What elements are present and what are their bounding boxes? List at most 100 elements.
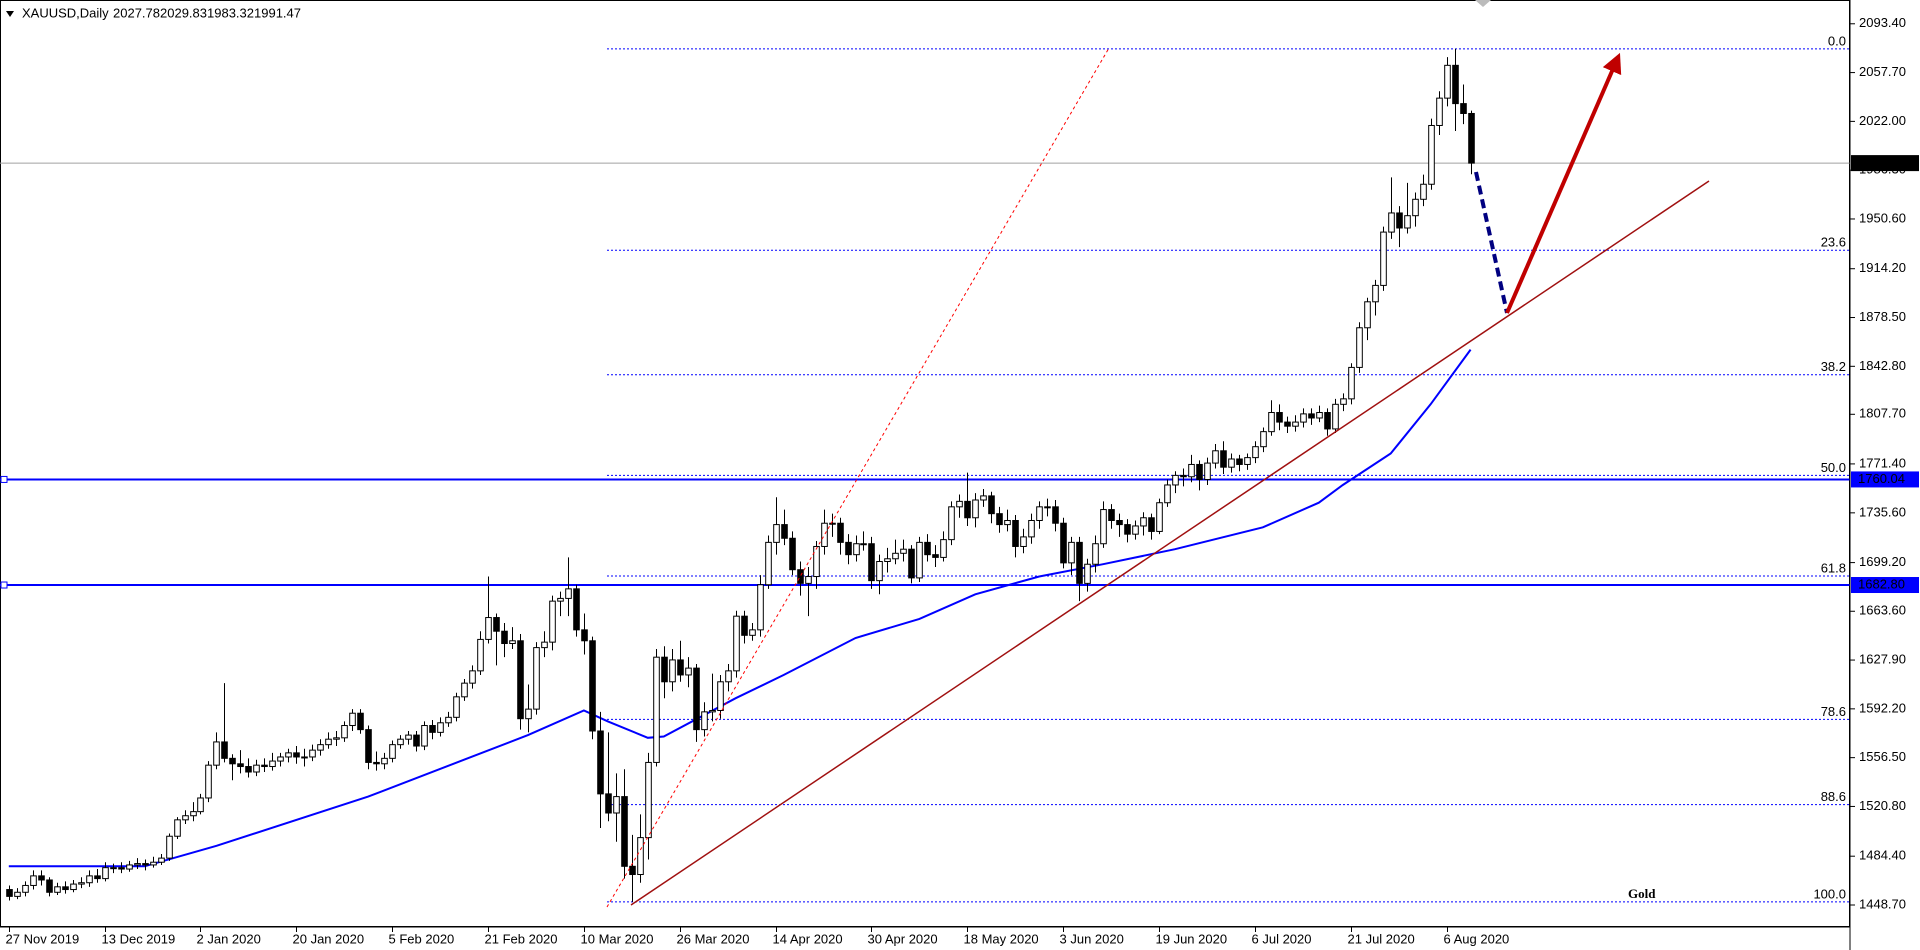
candle-body: [948, 506, 955, 541]
candle-body: [653, 656, 660, 763]
candle-body: [190, 811, 197, 817]
candle-body: [1100, 509, 1107, 545]
y-tick-label: 1663.60: [1859, 603, 1906, 618]
x-tick-label: 26 Mar 2020: [677, 931, 750, 946]
y-tick-label: 1807.70: [1859, 406, 1906, 421]
candle-body: [1124, 524, 1131, 535]
candle-body: [1084, 563, 1091, 584]
candle-body: [541, 641, 548, 649]
candle-body: [1068, 541, 1075, 564]
candle-body: [1388, 212, 1395, 233]
current-price-label: 1991.47: [1858, 155, 1905, 170]
candle-body: [932, 554, 939, 558]
candle-body: [1308, 413, 1315, 419]
candle-body: [908, 548, 915, 579]
candle-body: [14, 891, 21, 897]
candle-body: [1324, 412, 1331, 430]
fib-label: 23.6: [1821, 235, 1846, 250]
candle-body: [445, 716, 452, 724]
candle-body: [437, 722, 444, 733]
candle-body: [1252, 446, 1259, 459]
candle-body: [509, 640, 516, 645]
candle-body: [150, 861, 157, 866]
candle-body: [749, 629, 756, 636]
candle-body: [1244, 457, 1251, 465]
y-tick-label: 2057.70: [1859, 64, 1906, 79]
fib-label: 50.0: [1821, 460, 1846, 475]
candle-body: [1292, 421, 1299, 427]
candle-body: [182, 815, 189, 821]
under-layer: 0.0 23.6 38.2 50.0 61.8 78.6 88.6 100.0: [0, 33, 1850, 903]
y-tick-label: 1735.60: [1859, 504, 1906, 519]
projection-down: [1474, 171, 1509, 314]
candle-body: [46, 879, 53, 893]
candle-body: [237, 763, 244, 768]
candle-body: [317, 744, 324, 751]
candle-body: [1076, 541, 1083, 584]
candle-body: [1012, 519, 1019, 547]
y-tick-label: 1520.80: [1859, 798, 1906, 813]
candle-body: [916, 541, 923, 579]
candle-body: [1396, 212, 1403, 229]
fib-label: 78.6: [1821, 704, 1846, 719]
candle-body: [573, 588, 580, 631]
candle-body: [533, 647, 540, 710]
candle-body: [1092, 543, 1099, 565]
chart-annotation: Gold: [1628, 886, 1656, 901]
candle-body: [70, 883, 77, 891]
candle-body: [1372, 284, 1379, 303]
candle-body: [30, 875, 37, 886]
candle-body: [1204, 462, 1211, 480]
candle-body: [485, 617, 492, 640]
x-tick-label: 10 Mar 2020: [581, 931, 654, 946]
candle-body: [701, 711, 708, 731]
x-tick-label: 5 Feb 2020: [389, 931, 455, 946]
candle-body: [341, 725, 348, 739]
candle-body: [669, 659, 676, 683]
candle-body: [868, 543, 875, 582]
candle-body: [1276, 412, 1283, 423]
candle-body: [677, 659, 684, 676]
candle-body: [709, 709, 716, 713]
drawings: [606, 47, 1710, 908]
candle-body: [285, 752, 292, 758]
header-close: 1991.47: [254, 5, 301, 20]
candle-body: [86, 875, 93, 884]
candle-body: [797, 569, 804, 584]
fib-label: 100.0: [1813, 886, 1846, 901]
candle-body: [621, 796, 628, 867]
candle-body: [1332, 403, 1339, 430]
candle-body: [1236, 458, 1243, 465]
candle-body: [221, 741, 228, 759]
candle-body: [589, 640, 596, 732]
candle-body: [685, 667, 692, 676]
candle-body: [477, 638, 484, 672]
x-tick-label: 3 Jun 2020: [1060, 931, 1124, 946]
candle-body: [126, 864, 133, 870]
candle-body: [229, 757, 236, 765]
candle-body: [197, 797, 204, 813]
candle-body: [102, 867, 109, 880]
candle-body: [142, 863, 149, 866]
candle-body: [1212, 450, 1219, 464]
x-tick-label: 18 May 2020: [964, 931, 1039, 946]
candle-body: [38, 875, 45, 881]
candle-body: [741, 615, 748, 636]
candle-body: [405, 734, 412, 740]
candle-body: [245, 766, 252, 773]
candle-body: [1364, 301, 1371, 329]
header-symbol: XAUUSD,Daily: [22, 5, 109, 20]
moving-average: [8, 349, 1472, 868]
header-low: 1983.32: [207, 5, 254, 20]
support-anchor: [0, 475, 8, 483]
y-tick-label: 1950.60: [1859, 210, 1906, 225]
candle-body: [261, 764, 268, 768]
projection-up: [1505, 52, 1622, 314]
candle-body: [397, 738, 404, 746]
candle-body: [1172, 474, 1179, 486]
candle-body: [301, 756, 308, 759]
candle-body: [1460, 103, 1467, 114]
candle-body: [773, 524, 780, 543]
